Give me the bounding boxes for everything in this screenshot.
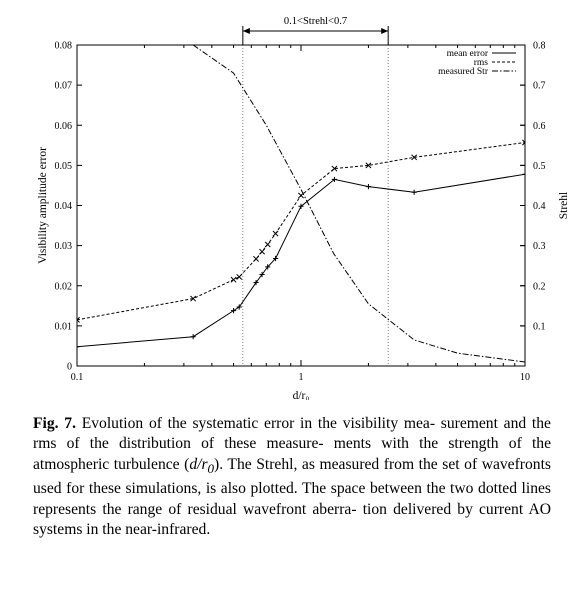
y2-axis-title: Strehl — [558, 192, 570, 219]
y2-tick-label: 0.5 — [533, 161, 546, 172]
data-point-plus — [411, 189, 417, 195]
caption-math-subscript: 0 — [207, 460, 215, 476]
data-point-cross — [365, 162, 372, 169]
y2-tick-label: 0.6 — [533, 121, 546, 132]
caption-line-7: tion delivered by current AO systems in … — [33, 500, 551, 539]
y2-tick-label: 0.7 — [533, 81, 546, 92]
data-point-cross — [264, 241, 271, 248]
data-point-cross — [236, 273, 243, 280]
data-point-plus — [272, 255, 279, 262]
y-tick-label: 0.04 — [55, 201, 73, 212]
series-line-mean-error — [77, 173, 525, 348]
data-point-cross — [331, 165, 338, 172]
chart-svg: 0 0.01 0.02 0.03 0.04 0.05 0.06 0.07 0.08 0.1 0.2 0… — [37, 16, 570, 400]
range-annotation-label: 0.1<Strehl<0.7 — [284, 16, 347, 27]
data-point-cross — [522, 139, 525, 146]
y-tick-label: 0.07 — [55, 81, 73, 92]
range-arrow-head-left — [242, 28, 250, 34]
caption-line-5: these simulations, is also plotted. The … — [88, 480, 474, 498]
y-tick-label: 0.08 — [55, 41, 73, 52]
caption-line-2: surement and the rms of the distribution… — [33, 415, 551, 453]
data-point-plus — [265, 264, 271, 270]
y2-tick-label: 0.2 — [533, 281, 546, 292]
data-point-plus — [298, 203, 304, 209]
x-axis-title: d/r₀ — [293, 390, 310, 400]
legend-label: rms — [474, 58, 489, 68]
y-tick-label: 0.05 — [55, 161, 73, 172]
data-point-cross — [411, 154, 418, 161]
legend-label: mean error — [447, 49, 489, 59]
x-tick-label: 1 — [299, 372, 304, 383]
x-tick-label: 10 — [520, 372, 530, 383]
data-point-cross — [253, 255, 260, 262]
caption-line-3: ments with the strength of the atmospher… — [33, 435, 552, 473]
y2-tick-label: 0.3 — [533, 241, 546, 252]
caption-line-6: dotted lines represents the range of res… — [33, 480, 551, 518]
y2-tick-label: 0.1 — [533, 321, 546, 332]
y-tick-label: 0.03 — [55, 241, 73, 252]
figure-chart: 0 0.01 0.02 0.03 0.04 0.05 0.06 0.07 0.08 0.1 0.2 0… — [37, 16, 570, 400]
y2-tick-label: 0.8 — [533, 41, 546, 52]
y2-tick-label: 0.4 — [533, 201, 546, 212]
data-point-plus — [365, 184, 372, 190]
data-point-plus — [259, 271, 265, 278]
y-tick-label: 0.06 — [55, 121, 73, 132]
legend-label: measured Str — [438, 67, 489, 77]
series-line-rms — [77, 142, 525, 321]
y-tick-label: 0.02 — [55, 281, 73, 292]
data-point-plus — [522, 171, 525, 177]
plot-area — [77, 45, 525, 363]
y-tick-label: 0.01 — [55, 321, 73, 332]
data-point-cross — [77, 316, 80, 323]
x-tick-label: 0.1 — [71, 372, 84, 383]
data-point-plus — [190, 334, 196, 340]
data-point-cross — [272, 230, 279, 237]
figure-label: Fig. 7. — [33, 415, 76, 432]
data-point-plus — [230, 308, 237, 314]
data-point-cross — [259, 248, 265, 255]
caption-math-d-over-r: d/r — [189, 455, 208, 473]
caption-line-3-end: ). — [214, 455, 224, 473]
data-point-cross — [190, 295, 197, 302]
y-tick-label: 0 — [67, 362, 72, 373]
data-point-cross — [230, 276, 237, 283]
data-point-plus — [236, 304, 242, 310]
data-point-plus — [77, 344, 80, 350]
range-arrow-head-right — [381, 28, 389, 34]
y-axis-title: Visibility amplitude error — [37, 147, 49, 264]
series-line-measured-str — [192, 45, 525, 363]
caption-line-4: The Strehl, as measured from the set of … — [33, 455, 551, 498]
figure-caption: Fig. 7. Evolution of the systematic erro… — [33, 414, 551, 541]
caption-line-1: Evolution of the systematic error in the… — [81, 415, 436, 432]
data-point-plus — [331, 176, 338, 183]
data-point-plus — [253, 279, 259, 286]
